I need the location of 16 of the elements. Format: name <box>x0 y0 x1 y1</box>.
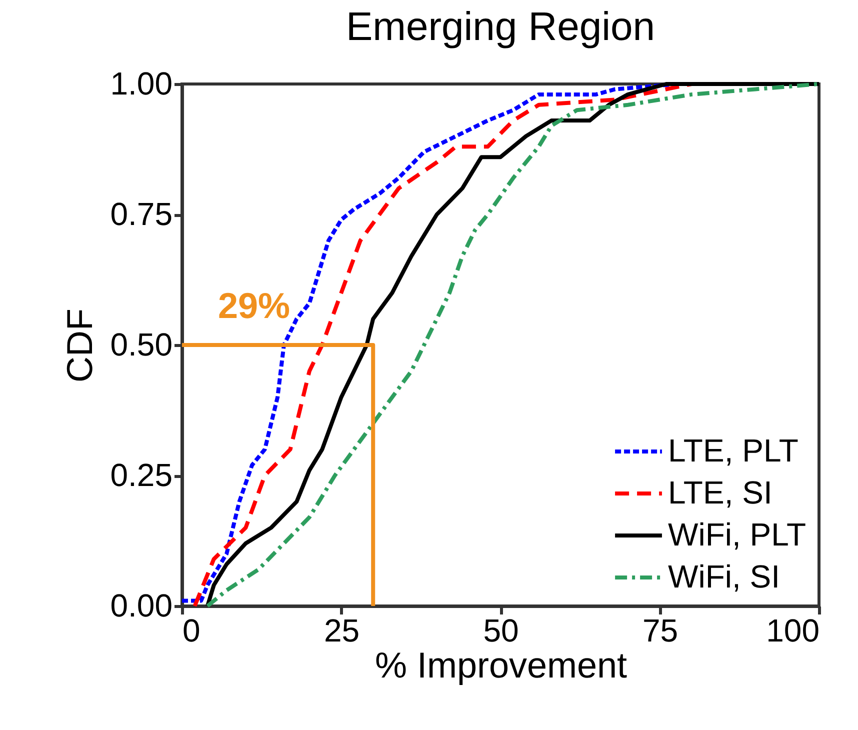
x-tick-label: 75 <box>642 612 678 648</box>
x-tick-label: 0 <box>182 612 200 648</box>
y-tick-label: 0.25 <box>110 457 172 493</box>
y-axis-title: CDF <box>59 308 100 382</box>
y-tick-label: 0.00 <box>110 588 172 624</box>
annotation: 29% <box>218 285 290 326</box>
legend-label: WiFi, SI <box>668 558 780 594</box>
legend-label: WiFi, PLT <box>668 516 806 552</box>
y-tick-label: 0.50 <box>110 326 172 362</box>
legend-label: LTE, SI <box>668 474 772 510</box>
legend-label: LTE, PLT <box>668 432 798 468</box>
y-tick-label: 1.00 <box>110 66 172 102</box>
x-tick-label: 25 <box>324 612 360 648</box>
y-tick-label: 0.75 <box>110 196 172 232</box>
x-tick-label: 100 <box>766 612 820 648</box>
chart-title: Emerging Region <box>346 5 656 49</box>
